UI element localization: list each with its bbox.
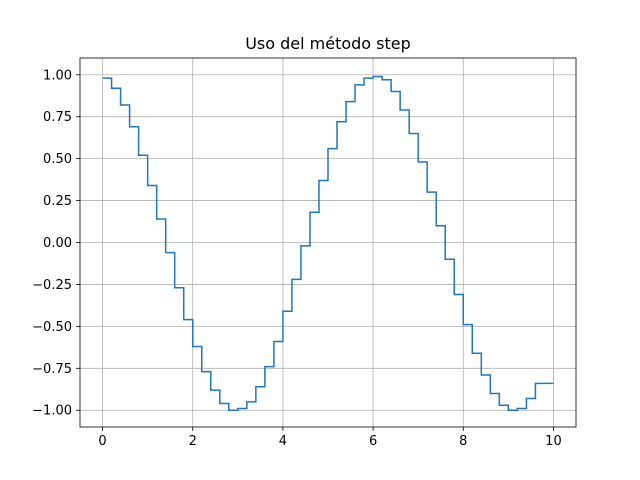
x-tick-label: 4: [279, 434, 287, 449]
y-tick-label: −0.50: [32, 320, 72, 335]
y-tick-label: −1.00: [32, 404, 72, 419]
x-axis: 0 2 4 6 8 10: [98, 427, 562, 449]
x-tick-label: 0: [98, 434, 106, 449]
y-axis: −1.00 −0.75 −0.50 −0.25 0.00 0.25 0.50 0.75 1.00: [32, 68, 80, 419]
y-tick-label: 0.00: [43, 236, 72, 251]
y-tick-label: −0.25: [32, 278, 72, 293]
x-tick-label: 8: [459, 434, 467, 449]
y-tick-label: 0.75: [43, 110, 72, 125]
y-tick-label: 1.00: [43, 68, 72, 83]
x-tick-label: 2: [189, 434, 197, 449]
y-tick-label: −0.75: [32, 362, 72, 377]
chart-title: Uso del método step: [245, 34, 411, 53]
x-tick-label: 10: [545, 434, 562, 449]
series-line: [102, 75, 554, 411]
grid: [80, 58, 576, 427]
y-tick-label: 0.50: [43, 152, 72, 167]
x-tick-label: 6: [369, 434, 377, 449]
y-tick-label: 0.25: [43, 194, 72, 209]
